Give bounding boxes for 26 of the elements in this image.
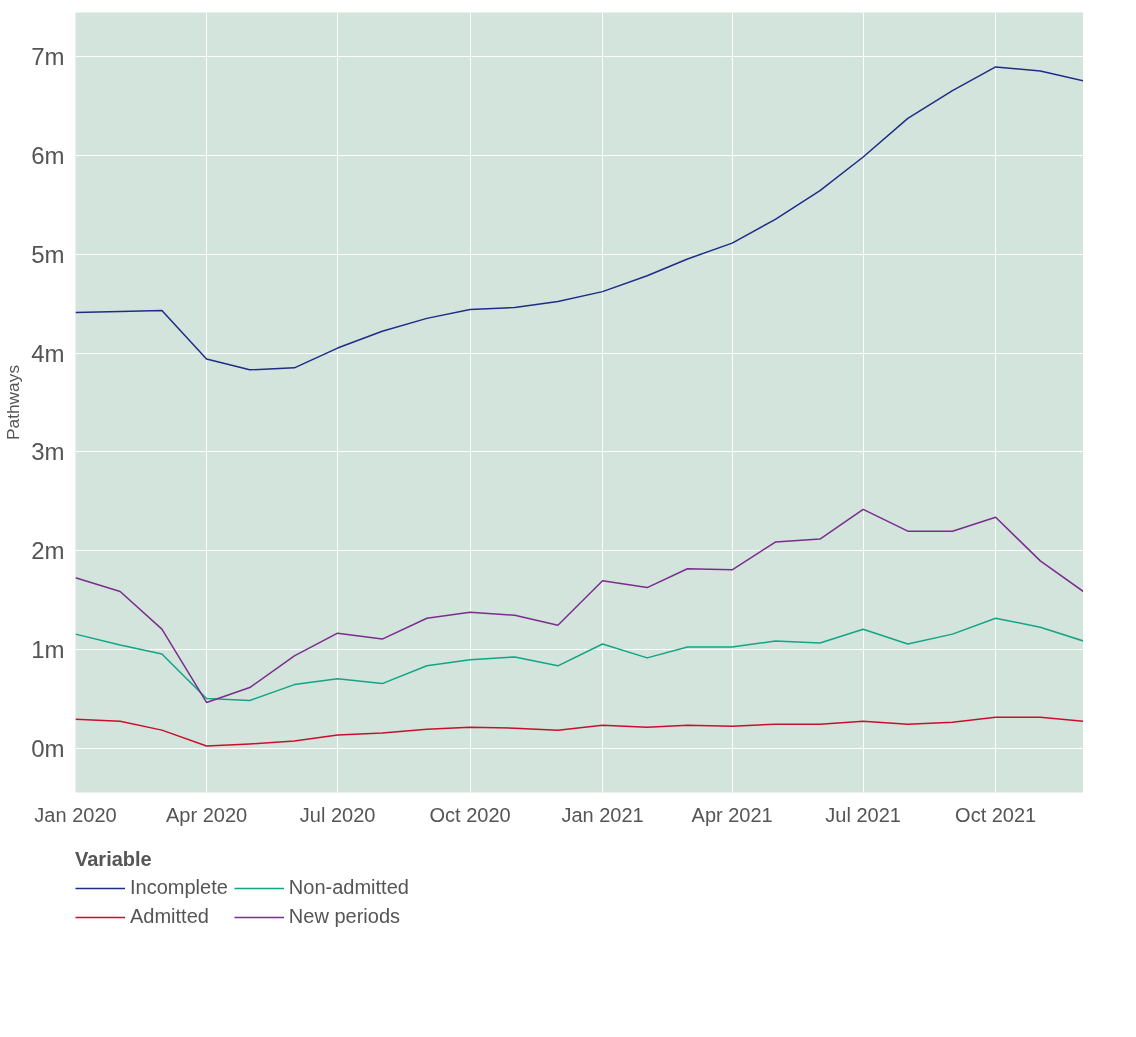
legend-label: New periods: [288, 905, 401, 928]
x-tick-label: Apr 2021: [691, 803, 773, 826]
x-tick-label: Oct 2020: [429, 803, 511, 826]
line-series: [75, 66, 1083, 371]
x-tick-label: Jan 2020: [34, 803, 117, 826]
y-tick-label: 4m: [31, 339, 65, 367]
legend-label: Incomplete: [130, 876, 228, 899]
x-tick-label: Jan 2021: [561, 803, 644, 826]
legend-label: Admitted: [130, 905, 209, 928]
legend-title: Variable: [75, 848, 153, 871]
x-tick-label: Apr 2020: [165, 803, 248, 826]
y-tick-label: 6m: [31, 141, 65, 169]
line-series: [75, 508, 1083, 704]
x-tick-label: Jul 2021: [825, 803, 901, 826]
y-axis-title: Pathways: [3, 364, 24, 441]
y-tick-label: 0m: [31, 735, 65, 763]
y-tick-label: 3m: [31, 438, 65, 466]
legend-label: Non-admitted: [288, 876, 409, 899]
line-series: [75, 617, 1083, 702]
x-tick-label: Oct 2021: [955, 803, 1037, 826]
y-tick-label: 1m: [31, 636, 65, 664]
line-series: [75, 716, 1083, 747]
y-tick-label: 2m: [31, 537, 65, 565]
y-tick-label: 5m: [31, 240, 65, 268]
x-tick-label: Jul 2020: [299, 803, 376, 826]
y-tick-label: 7m: [31, 42, 65, 70]
